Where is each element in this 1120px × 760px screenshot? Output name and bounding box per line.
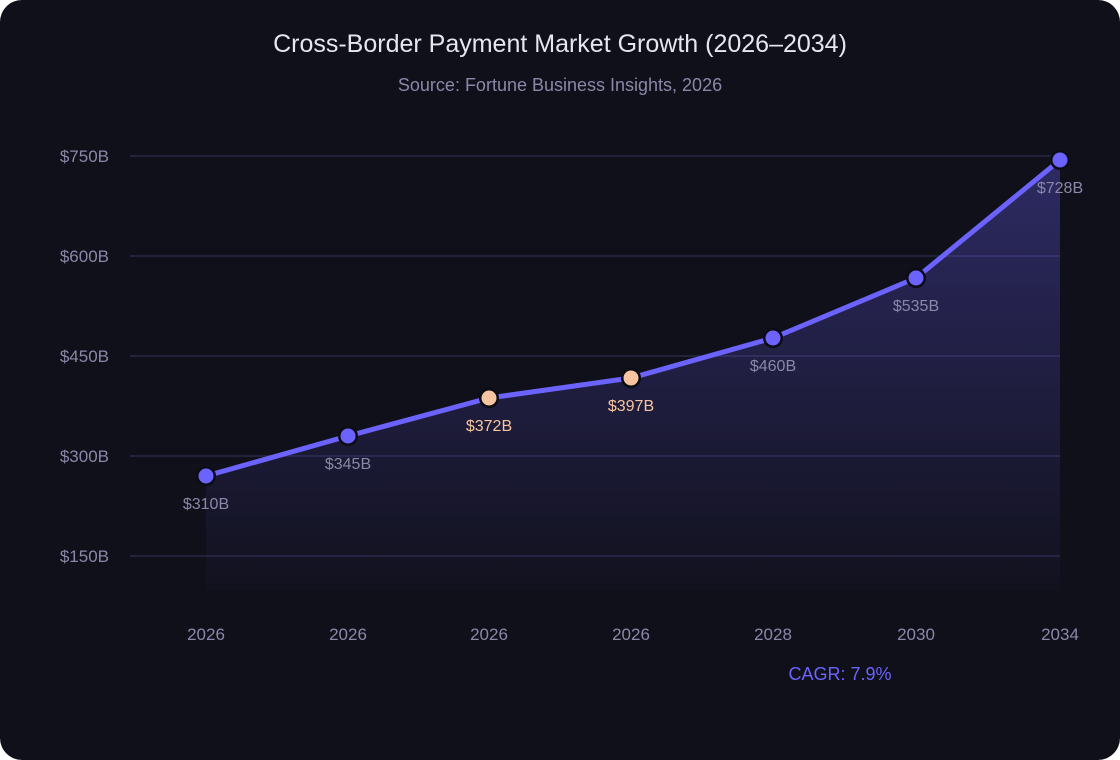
data-point[interactable]: [198, 468, 214, 484]
point-value-label: $345B: [325, 456, 371, 473]
data-point[interactable]: [765, 330, 781, 346]
x-axis: 2026 2026 2026 2026 2028 2030 2034: [187, 625, 1079, 644]
x-tick-label: 2026: [329, 625, 367, 644]
y-tick-label: $600B: [60, 247, 109, 266]
point-value-label: $372B: [466, 418, 512, 435]
point-value-label: $310B: [183, 496, 229, 513]
x-tick-label: 2026: [612, 625, 650, 644]
x-tick-label: 2026: [187, 625, 225, 644]
x-tick-label: 2034: [1041, 625, 1079, 644]
point-value-label: $728B: [1037, 180, 1083, 197]
cagr-annotation: CAGR: 7.9%: [788, 664, 891, 684]
data-points: [196, 150, 1070, 486]
data-point[interactable]: [908, 270, 924, 286]
y-tick-label: $150B: [60, 547, 109, 566]
y-tick-label: $300B: [60, 447, 109, 466]
chart-subtitle: Source: Fortune Business Insights, 2026: [397, 75, 723, 95]
point-value-label: $535B: [893, 298, 939, 315]
point-value-label: $397B: [608, 398, 654, 415]
data-point[interactable]: [1052, 152, 1068, 168]
point-labels: $310B $345B $372B $397B $460B $535B $728B: [183, 180, 1083, 513]
y-axis: $150B $300B $450B $600B $750B: [60, 147, 109, 566]
x-tick-label: 2026: [470, 625, 508, 644]
x-tick-label: 2030: [897, 625, 935, 644]
y-tick-label: $750B: [60, 147, 109, 166]
chart-title: Cross-Border Payment Market Growth (2026…: [273, 30, 847, 58]
y-tick-label: $450B: [60, 347, 109, 366]
data-point[interactable]: [623, 370, 639, 386]
x-tick-label: 2028: [754, 625, 792, 644]
point-value-label: $460B: [750, 358, 796, 375]
data-point[interactable]: [481, 390, 497, 406]
data-point[interactable]: [340, 428, 356, 444]
area-fill: [206, 160, 1060, 590]
